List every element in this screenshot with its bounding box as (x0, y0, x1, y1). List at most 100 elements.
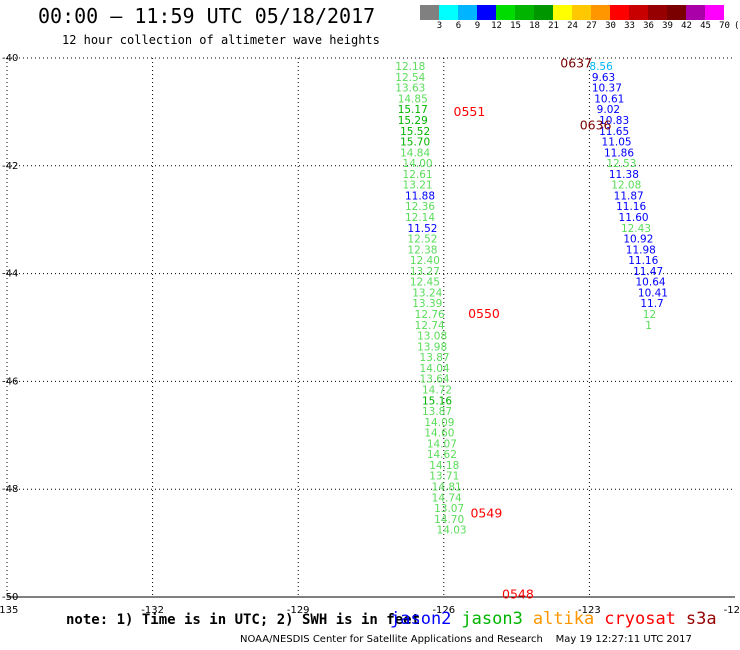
wave-height-label: 8.56 (589, 61, 613, 73)
wave-height-label: 10.83 (599, 115, 629, 127)
legend-swatch (610, 5, 629, 20)
credit-line: NOAA/NESDIS Center for Satellite Applica… (240, 634, 692, 645)
chart-subtitle: 12 hour collection of altimeter wave hei… (62, 33, 380, 47)
x-tick-label: -126 (432, 605, 455, 616)
wave-height-label: 13.63 (395, 83, 425, 95)
wave-height-label: 11.60 (619, 212, 649, 224)
wave-height-label: 15.16 (422, 395, 452, 407)
wave-height-label: 14.04 (420, 363, 450, 375)
legend-swatch (724, 5, 740, 20)
wave-height-label: 12.74 (415, 320, 445, 332)
y-tick-label: -42 (2, 161, 18, 172)
satellite-name: altika (532, 609, 595, 629)
pass-time-label: 0551 (454, 104, 486, 119)
legend-swatch (496, 5, 515, 20)
x-tick-label: -129 (287, 605, 310, 616)
wave-height-label: 12.52 (407, 234, 437, 246)
pass-time-label: 0636 (580, 117, 612, 132)
wave-height-label: 14.72 (422, 384, 452, 396)
wave-height-label: 11.7 (640, 298, 663, 310)
satellite-legend: jason2 jason3 altika cryosat s3a (390, 609, 727, 629)
wave-height-label: 15.70 (400, 137, 430, 149)
wave-height-label: 11.38 (609, 169, 639, 181)
wave-height-label: 11.98 (626, 244, 656, 256)
pass-time-label: 0548 (502, 586, 534, 601)
credit-timestamp: May 19 12:27:11 UTC 2017 (555, 634, 692, 645)
wave-height-label: 12 (643, 309, 656, 321)
x-tick-label: -132 (141, 605, 164, 616)
legend-label: 39 (662, 21, 673, 31)
wave-height-label: 13.24 (412, 287, 442, 299)
wave-height-label: 14.60 (424, 428, 454, 440)
legend-label: 6 (455, 21, 462, 31)
wave-height-label: 12.76 (415, 309, 445, 321)
wave-height-label: 9.02 (597, 104, 620, 116)
wave-height-label: 10.92 (623, 234, 653, 246)
legend-label: 27 (586, 21, 597, 31)
wave-height-label: 13.27 (410, 266, 440, 278)
pass-time-label: 0549 (470, 505, 502, 520)
legend-swatch (439, 5, 458, 20)
wave-height-label: 14.70 (434, 514, 464, 526)
legend-swatch (477, 5, 496, 20)
legend-label: 21 (548, 21, 559, 31)
wave-height-label: 11.87 (614, 190, 644, 202)
wave-height-label: 12.18 (395, 61, 425, 73)
legend-swatch (591, 5, 610, 20)
wave-height-label: 14.62 (427, 449, 457, 461)
wave-height-label: 11.88 (405, 190, 435, 202)
pass-time-label: 0637 (560, 55, 592, 70)
wave-height-label: 14.00 (403, 158, 433, 170)
legend-label: 70 (719, 21, 730, 31)
legend-swatch (686, 5, 705, 20)
x-tick-label: -123 (578, 605, 601, 616)
wave-height-label: 12.40 (410, 255, 440, 267)
wave-height-label: 14.07 (427, 438, 457, 450)
wave-height-label: 11.52 (407, 223, 437, 235)
legend-swatch (667, 5, 686, 20)
wave-height-label: 10.64 (636, 277, 666, 289)
legend-label: 12 (491, 21, 502, 31)
wave-height-label: 12.08 (611, 180, 641, 192)
wave-height-label: 14.81 (432, 482, 462, 494)
wave-height-label: 11.65 (599, 126, 629, 138)
wave-height-label: 14.18 (429, 460, 459, 472)
wave-height-label: 14.09 (424, 417, 454, 429)
wave-height-label: 15.52 (400, 126, 430, 138)
legend-swatch (553, 5, 572, 20)
y-tick-label: -44 (2, 269, 18, 280)
wave-height-label: 15.17 (398, 104, 428, 116)
wave-height-label: 10.37 (592, 83, 622, 95)
color-scale-legend (420, 5, 740, 20)
legend-label: 9 (474, 21, 481, 31)
wave-height-label: 10.41 (638, 287, 668, 299)
x-tick-label: -135 (0, 605, 18, 616)
wave-height-label: 11.16 (616, 201, 646, 213)
y-tick-label: -48 (2, 484, 18, 495)
wave-height-label: 12.45 (410, 277, 440, 289)
footnote: note: 1) Time is in UTC; 2) SWH is in fe… (66, 612, 421, 628)
wave-height-label: 13.87 (420, 352, 450, 364)
wave-height-label: 12.53 (606, 158, 636, 170)
wave-height-label: 11.47 (633, 266, 663, 278)
wave-height-label: 13.21 (403, 180, 433, 192)
wave-height-label: 1 (645, 320, 652, 332)
wave-height-label: 11.05 (602, 137, 632, 149)
legend-label: 3 (436, 21, 443, 31)
wave-height-label: 12.43 (621, 223, 651, 235)
wave-height-label: 13.39 (412, 298, 442, 310)
wave-height-label: 14.03 (437, 525, 467, 537)
satellite-name: cryosat (604, 609, 676, 629)
x-tick-label: -120 (724, 605, 740, 616)
legend-swatch (534, 5, 553, 20)
wave-height-label: 13.07 (434, 503, 464, 515)
chart-title: 00:00 – 11:59 UTC 05/18/2017 (38, 4, 376, 28)
wave-height-label: 13.87 (422, 406, 452, 418)
wave-height-label: 14.85 (398, 93, 428, 105)
satellite-name: jason3 (461, 609, 523, 629)
wave-height-label: 10.61 (594, 93, 624, 105)
wave-height-label: 14.74 (432, 492, 462, 504)
satellite-name: jason2 (390, 609, 452, 629)
legend-swatch (629, 5, 648, 20)
